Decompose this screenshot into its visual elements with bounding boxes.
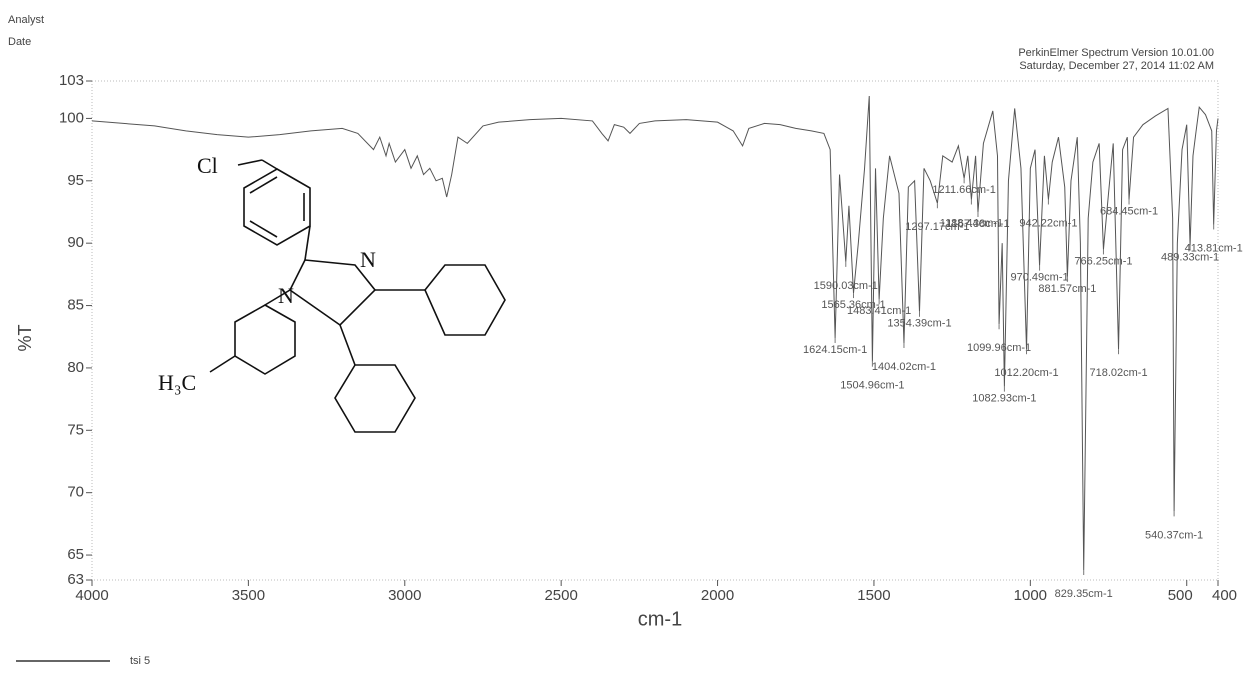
timestamp: Saturday, December 27, 2014 11:02 AM — [1019, 60, 1214, 72]
x-tick-label: 500 — [1168, 587, 1193, 604]
peak-label: 1504.96cm-1 — [840, 380, 904, 392]
peak-label: 1167.38cm-1 — [946, 218, 1009, 230]
peak-label: 1099.96cm-1 — [967, 342, 1031, 354]
ring — [424, 264, 506, 336]
ring — [334, 364, 416, 433]
peak-label: 1012.20cm-1 — [994, 367, 1058, 379]
y-axis-label: %T — [15, 324, 35, 351]
x-tick-label: 2500 — [544, 587, 577, 604]
analyst-label: Analyst — [8, 14, 44, 26]
peak-label: 540.37cm-1 — [1145, 529, 1203, 541]
spectrum-line — [91, 95, 1219, 571]
y-tick-label: 85 — [67, 297, 84, 314]
imidazole — [288, 259, 377, 327]
peak-label: 829.35cm-1 — [1055, 588, 1113, 600]
y-tick-label: 100 — [59, 109, 84, 126]
peak-label: 1297.17cm-1 — [905, 221, 969, 233]
bond — [264, 289, 291, 306]
x-tick-label: 1000 — [1014, 587, 1047, 604]
ring — [234, 304, 296, 375]
peak-label: 1404.02cm-1 — [872, 361, 936, 373]
bond — [209, 355, 236, 373]
bond — [237, 159, 263, 166]
x-axis-label: cm-1 — [638, 608, 682, 630]
atom-label: H₃C — [158, 370, 196, 395]
y-tick-label: 75 — [67, 421, 84, 438]
peak-label: 942.22cm-1 — [1019, 217, 1077, 229]
bond — [249, 176, 278, 194]
molecule: Cl N N H₃C — [158, 153, 506, 433]
peak-label: 684.45cm-1 — [1100, 205, 1158, 217]
atom-label: N — [360, 247, 376, 272]
software: PerkinElmer Spectrum Version 10.01.00 — [1018, 47, 1214, 59]
peak-label: 1565.36cm-1 — [821, 299, 885, 311]
x-tick-label: 1500 — [857, 587, 890, 604]
y-tick-label: 63 — [67, 571, 84, 588]
y-tick-label: 80 — [67, 359, 84, 376]
peak-label: 1624.15cm-1 — [803, 344, 867, 356]
peak-label: 1483.41cm-1 — [847, 305, 911, 317]
y-tick-label: 90 — [67, 234, 84, 251]
peak-label: 1354.39cm-1 — [887, 318, 951, 330]
peak-label: 1590.03cm-1 — [814, 280, 878, 292]
peak-label: 1082.93cm-1 — [972, 393, 1036, 405]
plot-frame — [91, 80, 1219, 581]
peak-label: 1211.66cm-1 — [932, 184, 995, 196]
peak-label: 718.02cm-1 — [1089, 367, 1147, 379]
bond — [249, 220, 278, 238]
peak-label: 489.33cm-1 — [1161, 252, 1219, 264]
x-tick-label: 2000 — [701, 587, 734, 604]
y-tick-label: 95 — [67, 172, 84, 189]
atom-label: Cl — [197, 153, 218, 178]
peak-label: 413.81cm-1 — [1185, 242, 1243, 254]
y-tick-label: 70 — [67, 484, 84, 501]
y-tick-label: 103 — [59, 72, 84, 89]
peak-label: 766.25cm-1 — [1074, 255, 1132, 267]
x-tick-label: 400 — [1212, 587, 1237, 604]
bond — [304, 225, 311, 261]
x-tick-label: 3000 — [388, 587, 421, 604]
atom-label: N — [278, 283, 294, 308]
x-tick-label: 4000 — [75, 587, 108, 604]
legend-label: tsi 5 — [130, 655, 150, 667]
x-tick-label: 3500 — [232, 587, 265, 604]
bond — [261, 159, 278, 170]
bond — [339, 324, 356, 366]
y-tick-label: 65 — [67, 546, 84, 563]
peak-label: 1188.44cm-1 — [940, 217, 1003, 229]
peak-label: 970.49cm-1 — [1011, 272, 1069, 284]
ring — [243, 168, 311, 246]
peak-label: 881.57cm-1 — [1038, 283, 1096, 295]
date-label: Date — [8, 36, 31, 48]
